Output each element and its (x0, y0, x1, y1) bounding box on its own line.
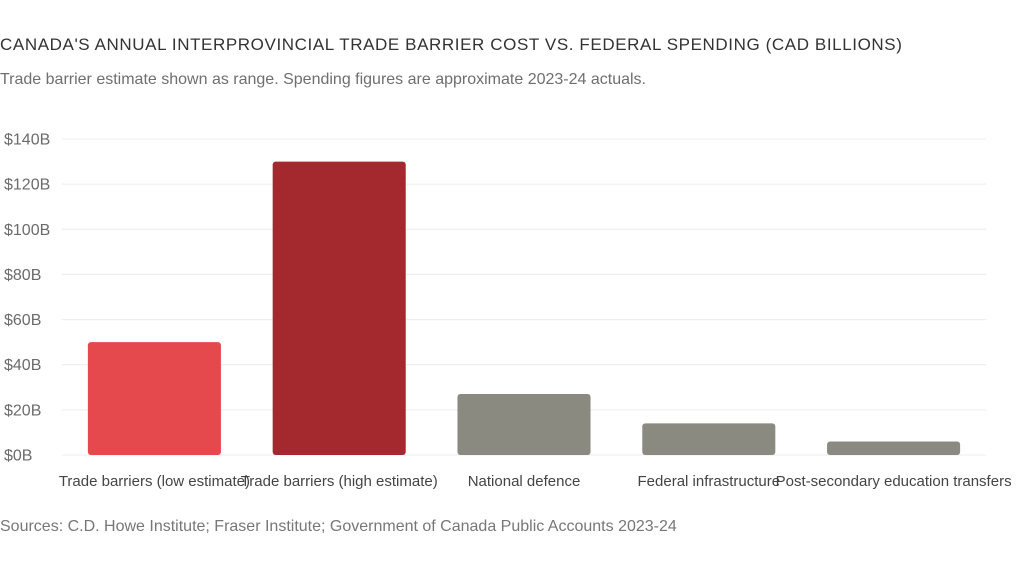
y-tick-label: $20B (4, 402, 41, 419)
y-tick-label: $60B (4, 312, 41, 329)
bar (87, 342, 221, 455)
x-tick-label: National defence (468, 473, 581, 490)
bar (642, 423, 776, 455)
x-tick-label: Post-secondary education transfers (776, 473, 1012, 490)
x-tick-label: Trade barriers (low estimate) (59, 473, 250, 490)
bar-chart: $0B $20B $40B $60B $80B $100B $120B $140B Trade … (4, 132, 1012, 491)
bar (272, 161, 406, 456)
y-tick-label: $80B (4, 267, 41, 284)
y-tick-label: $40B (4, 357, 41, 374)
y-tick-label: $120B (4, 177, 50, 194)
x-tick-label: Federal infrastructure (638, 473, 781, 490)
bar (457, 394, 591, 455)
x-tick-label: Trade barriers (high estimate) (241, 473, 438, 490)
bar (827, 441, 961, 455)
y-tick-label: $140B (4, 132, 50, 149)
chart-title: CANADA'S ANNUAL INTERPROVINCIAL TRADE BA… (0, 35, 903, 54)
y-tick-label: $0B (4, 448, 32, 465)
chart-subtitle: Trade barrier estimate shown as range. S… (0, 71, 646, 88)
y-tick-label: $100B (4, 222, 50, 239)
source-note: Sources: C.D. Howe Institute; Fraser Ins… (0, 518, 677, 535)
